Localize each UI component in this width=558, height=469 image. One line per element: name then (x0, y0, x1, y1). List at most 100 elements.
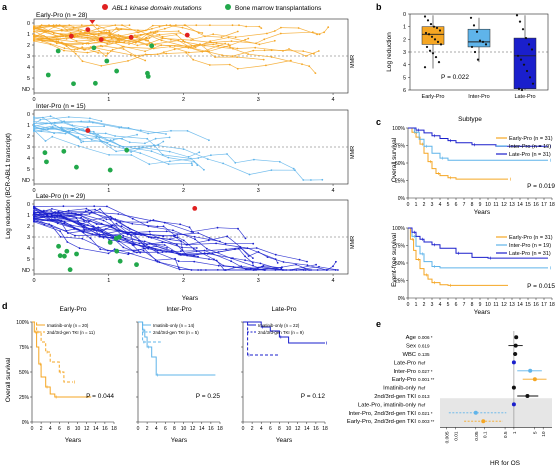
x-tick-label: 11 (493, 302, 498, 308)
trajectory-point (95, 223, 98, 226)
trajectory-point (134, 41, 137, 44)
row-pvalue: 0.135 (418, 352, 430, 357)
trajectory-point (172, 229, 174, 232)
trajectory-point (280, 26, 282, 29)
panel-b-pvalue: P = 0.022 (441, 74, 469, 81)
x-tick-label: 13 (509, 202, 515, 208)
mutation-legend-marker (102, 4, 108, 10)
trajectory-point (210, 154, 212, 157)
trajectory-point (43, 223, 46, 226)
trajectory-point (302, 50, 305, 52)
mutation-marker (85, 128, 91, 133)
x-tick-label: 2 (423, 302, 426, 308)
trajectory-point (274, 253, 277, 256)
trajectory-point (167, 163, 170, 166)
legend-label: Imatinib-only (n = 20) (47, 323, 89, 328)
y-tick-label: 4 (403, 63, 406, 69)
trajectory-point (33, 30, 35, 32)
legend-label: Late-Pro (n = 31) (509, 251, 551, 257)
trajectory-point (55, 42, 58, 45)
x-tick-label: 18 (549, 302, 555, 308)
box-point (427, 33, 431, 36)
trajectory-point (212, 43, 215, 46)
trajectory-point (33, 220, 35, 223)
trajectory-point (110, 225, 113, 228)
trajectory-point (138, 242, 141, 245)
box-point (524, 36, 528, 40)
trajectory-point (73, 49, 76, 51)
x-tick-label: 10 (485, 302, 491, 308)
trajectory-point (234, 36, 237, 39)
trajectory-point (179, 223, 182, 226)
trajectory-point (285, 269, 287, 271)
trajectory-point (217, 251, 220, 253)
trajectory-point (59, 230, 61, 233)
box-point (436, 40, 440, 43)
x-tick-label: 6 (58, 426, 61, 432)
trajectory-point (144, 50, 147, 53)
legend-label: 2nd/3rd-gen TKI (n = 5) (153, 330, 199, 335)
x-tick-label: 2 (146, 426, 149, 432)
trajectory-point (173, 48, 176, 51)
trajectory-point (170, 38, 172, 41)
transplant-marker (74, 164, 79, 170)
patient-trajectory (33, 24, 122, 36)
survival-curve (408, 127, 548, 147)
trajectory-point (229, 46, 232, 49)
trajectory-point (81, 46, 84, 49)
trajectory-point (90, 138, 93, 141)
x-tick-label: 4 (439, 302, 442, 308)
trajectory-point (64, 132, 67, 135)
row-label: Late-Pro (394, 360, 416, 366)
transplant-marker (67, 267, 73, 273)
trajectory-point (63, 49, 65, 52)
trajectory-point (44, 140, 47, 142)
x-tick-label: 13 (509, 302, 515, 308)
trajectory-point (120, 28, 123, 31)
hr-point (511, 385, 516, 390)
row-label: Late-Pro, imatinib-only (358, 402, 416, 408)
trajectory-point (252, 242, 255, 245)
x-tick-label: 0 (31, 426, 34, 432)
trajectory-point (185, 243, 188, 246)
trajectory-point (118, 240, 121, 243)
trajectory-point (82, 129, 85, 131)
box-point (481, 40, 485, 43)
box-point (431, 52, 435, 55)
trajectory-point (209, 24, 211, 27)
transplant-marker (62, 253, 67, 259)
transplant-marker (55, 48, 61, 54)
panel-letter-e: e (376, 319, 381, 329)
trajectory-point (51, 208, 53, 210)
subplot-pvalue: P = 0.044 (86, 393, 114, 400)
trajectory-point (51, 126, 54, 128)
box-point (438, 29, 442, 32)
trajectory-point (50, 212, 53, 215)
x-tick-label: 4 (332, 188, 335, 194)
trajectory-point (163, 221, 166, 224)
trajectory-point (106, 42, 109, 45)
trajectory-point (141, 146, 144, 149)
trajectory-point (97, 133, 99, 136)
trajectory-point (132, 250, 135, 253)
x-tick-label: 16 (208, 426, 214, 432)
trajectory-point (92, 225, 95, 228)
trajectory-point (194, 46, 197, 48)
y-tick-label: 4 (27, 156, 30, 162)
patient-trajectory (33, 24, 262, 44)
trajectory-point (83, 226, 86, 229)
trajectory-point (86, 126, 89, 129)
trajectory-point (197, 232, 200, 234)
trajectory-point (88, 120, 91, 122)
trajectory-point (258, 25, 261, 28)
trajectory-point (112, 138, 115, 141)
y-tick-label: 5 (27, 167, 30, 173)
trajectory-point (273, 30, 276, 32)
trajectory-point (231, 55, 234, 57)
patient-trajectory (33, 206, 317, 271)
trajectory-point (84, 48, 86, 51)
y-tick-label: 25% (19, 395, 30, 401)
transplant-marker (91, 45, 97, 51)
box-point (484, 43, 488, 46)
y-tick-label: 2 (27, 43, 30, 49)
